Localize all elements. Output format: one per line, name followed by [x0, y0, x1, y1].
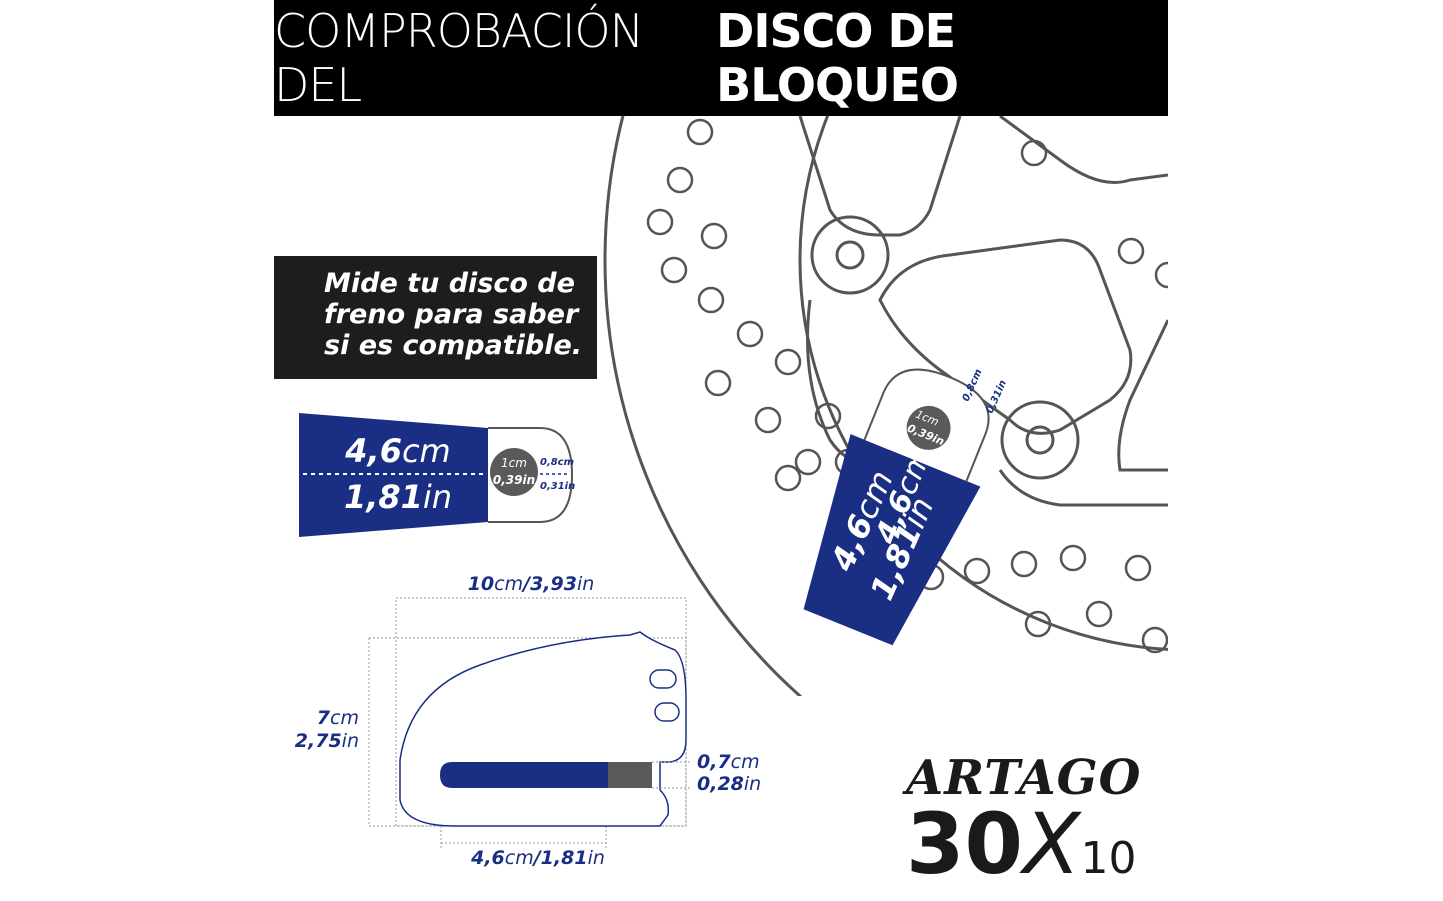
pin-cm: 1cm: [501, 456, 527, 470]
rot-gap-in: 0,31in: [985, 379, 1009, 416]
height-cm-dimension: 7cm: [317, 707, 359, 729]
page-title: COMPROBACIÓN DEL DISCO DE BLOQUEO: [274, 0, 1168, 116]
callout-line-1: Mide tu disco de: [324, 268, 575, 299]
gap-cm: 0,8cm: [540, 457, 574, 468]
instruction-callout: Mide tu disco de freno para saber si es …: [274, 256, 597, 379]
depth-cm-label: 4,6cm: [344, 432, 450, 470]
brake-disc: [603, 116, 1168, 696]
lock-head-horizontal: 1cm 0,39in 0,8cm 0,31in 4,6cm 1,81in: [299, 413, 575, 537]
disc-holes: [646, 118, 1168, 654]
slot-in-dimension: 0,28in: [697, 773, 761, 795]
title-light: COMPROBACIÓN DEL: [274, 4, 644, 112]
brand-logo: ARTAGO 30X10: [906, 750, 1141, 901]
depth-in-label: 1,81in: [344, 478, 452, 516]
pin-in: 0,39in: [493, 473, 535, 487]
title-bold: DISCO DE BLOQUEO: [716, 4, 959, 112]
lock-body: [368, 597, 690, 848]
slot-cm-dimension: 0,7cm: [697, 751, 760, 773]
gap-in: 0,31in: [540, 481, 575, 492]
model-sub: 10: [1080, 833, 1137, 884]
height-in-dimension: 2,75in: [295, 730, 359, 752]
slot-depth-dimension: 4,6cm/1,81in: [470, 847, 605, 869]
width-dimension: 10cm/3,93in: [468, 573, 595, 595]
callout-line-3: si es compatible.: [324, 330, 583, 361]
callout-line-2: freno para saber: [324, 299, 579, 330]
lock-head-rotated: 1cm 0,39in 4,6cm: [803, 368, 990, 646]
model-x: X: [1022, 795, 1081, 893]
model-number: 30: [906, 795, 1023, 893]
model-name: 30X10: [906, 802, 1141, 901]
brand-name: ARTAGO: [906, 750, 1142, 806]
